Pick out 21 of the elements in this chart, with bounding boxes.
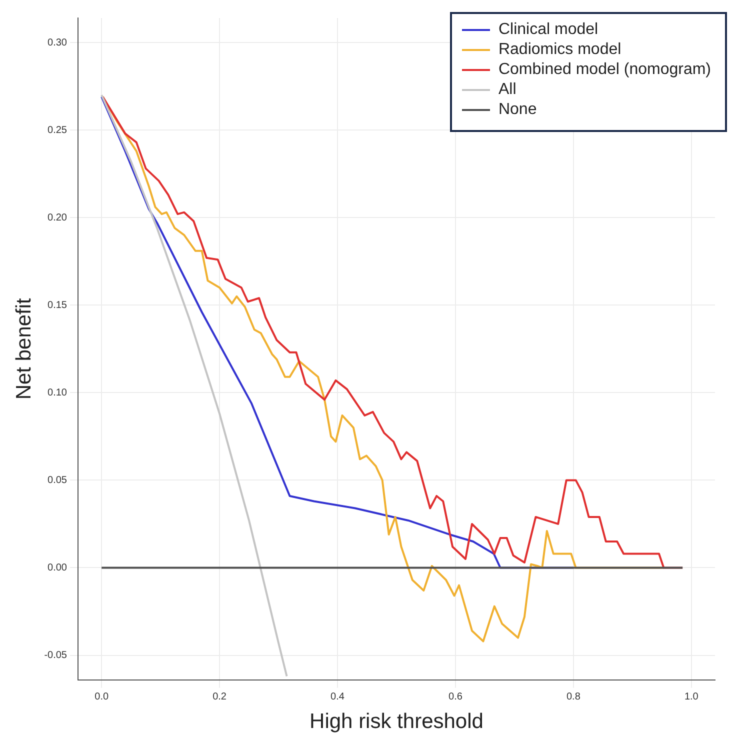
x-tick-label: 0.0 [94,692,109,703]
y-tick-label: 0.15 [48,300,68,311]
x-tick-label: 0.8 [566,692,581,703]
legend-label: Radiomics model [498,40,622,60]
x-tick-label: 0.2 [212,692,227,703]
y-tick-label: 0.10 [48,387,68,398]
legend-label: All [498,80,516,100]
y-tick-label: 0.20 [48,212,68,224]
x-tick-label: 0.6 [448,692,463,703]
x-axis-title: High risk threshold [310,710,484,734]
y-tick-label: -0.05 [44,650,68,662]
legend-label: Clinical model [498,20,598,40]
x-tick-label: 1.0 [684,692,699,703]
x-tick-label: 0.4 [330,692,345,703]
legend-label: Combined model (nomogram) [498,60,711,80]
y-tick-label: 0.05 [48,474,68,486]
y-tick-label: 0.25 [48,124,68,136]
y-tick-label: 0.30 [48,37,68,48]
legend-label: None [498,100,537,120]
y-axis-title: Net benefit [12,298,36,400]
y-tick-label: 0.00 [48,562,68,574]
